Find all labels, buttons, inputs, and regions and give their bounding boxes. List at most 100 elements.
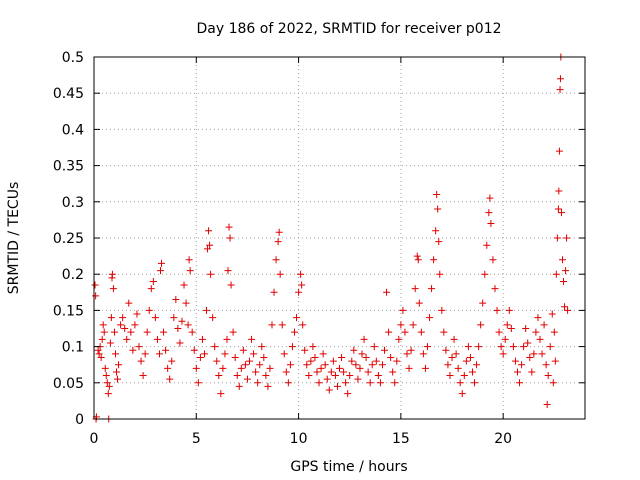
data-point [544,372,552,380]
data-point [276,270,284,278]
data-point [327,368,335,376]
data-point [450,335,458,343]
data-point [192,364,200,372]
data-point [421,364,429,372]
data-point [317,364,325,372]
data-point [182,299,190,307]
data-point [436,270,444,278]
data-point [435,238,443,246]
data-point [313,368,321,376]
data-point [356,364,364,372]
data-point [414,256,422,264]
data-point [280,350,288,358]
data-point [115,361,123,369]
data-point [440,328,448,336]
data-point [221,350,229,358]
data-point [91,281,99,289]
data-point [113,368,121,376]
data-point [133,310,141,318]
data-point [151,314,159,322]
data-point [293,314,301,322]
data-point [121,325,129,332]
data-point [462,357,470,365]
data-point [323,375,331,383]
data-point [331,372,339,380]
data-point [534,314,542,322]
data-point [543,401,551,409]
data-point [458,390,466,398]
data-point [250,350,258,358]
data-point [538,350,546,358]
data-point [213,357,221,365]
data-point [99,321,107,329]
y-tick-label: 0.2 [62,267,84,283]
data-point [540,321,548,329]
data-point [186,267,194,275]
data-point [558,256,566,264]
data-point [448,353,456,361]
data-point [350,346,358,354]
data-point [95,350,103,358]
data-point [319,350,327,358]
data-point [556,75,564,83]
data-point [258,343,266,351]
data-point [423,343,431,351]
data-point [495,328,503,336]
data-point [295,288,303,296]
data-point [333,382,341,390]
data-point [131,321,139,329]
data-point [198,335,206,343]
data-point [123,335,131,343]
data-point [239,346,247,354]
data-point [290,328,298,336]
data-point [485,209,493,217]
data-point [299,321,307,329]
data-point [200,350,208,358]
data-point [196,353,204,361]
data-point [563,234,571,242]
data-point [560,277,568,285]
data-point [147,285,155,293]
data-point [129,346,137,354]
y-tick-label: 0.5 [62,50,84,66]
data-point [178,317,186,325]
data-point [405,364,413,372]
data-point [153,335,161,343]
data-point [329,357,337,365]
points-layer [91,53,572,423]
data-point [297,270,305,278]
data-point [97,353,105,361]
data-point [507,325,515,332]
data-point [549,379,557,387]
data-point [360,335,368,343]
data-point [141,350,149,358]
x-tick-label: 20 [494,431,512,447]
data-point [399,306,407,314]
data-point [473,361,481,369]
data-point [354,375,362,383]
data-point [119,314,127,322]
data-point [233,372,241,380]
data-point [170,314,178,322]
data-point [104,390,112,398]
data-point [505,306,513,314]
data-point [162,346,170,354]
data-point [209,314,217,322]
data-point [207,270,215,278]
data-point [489,256,497,264]
data-point [203,306,211,314]
data-point [430,256,438,264]
data-point [155,350,163,358]
data-point [520,343,528,351]
y-axis-label: SRMTID / TECUs [6,182,22,295]
data-point [194,379,202,387]
data-point [372,357,380,365]
x-axis-label: GPS time / hours [290,459,407,475]
data-point [205,227,213,235]
data-point [275,228,283,236]
data-point [411,285,419,293]
y-tick-label: 0.3 [62,195,84,211]
data-point [160,328,168,336]
data-point [552,270,560,278]
data-point [298,281,306,289]
